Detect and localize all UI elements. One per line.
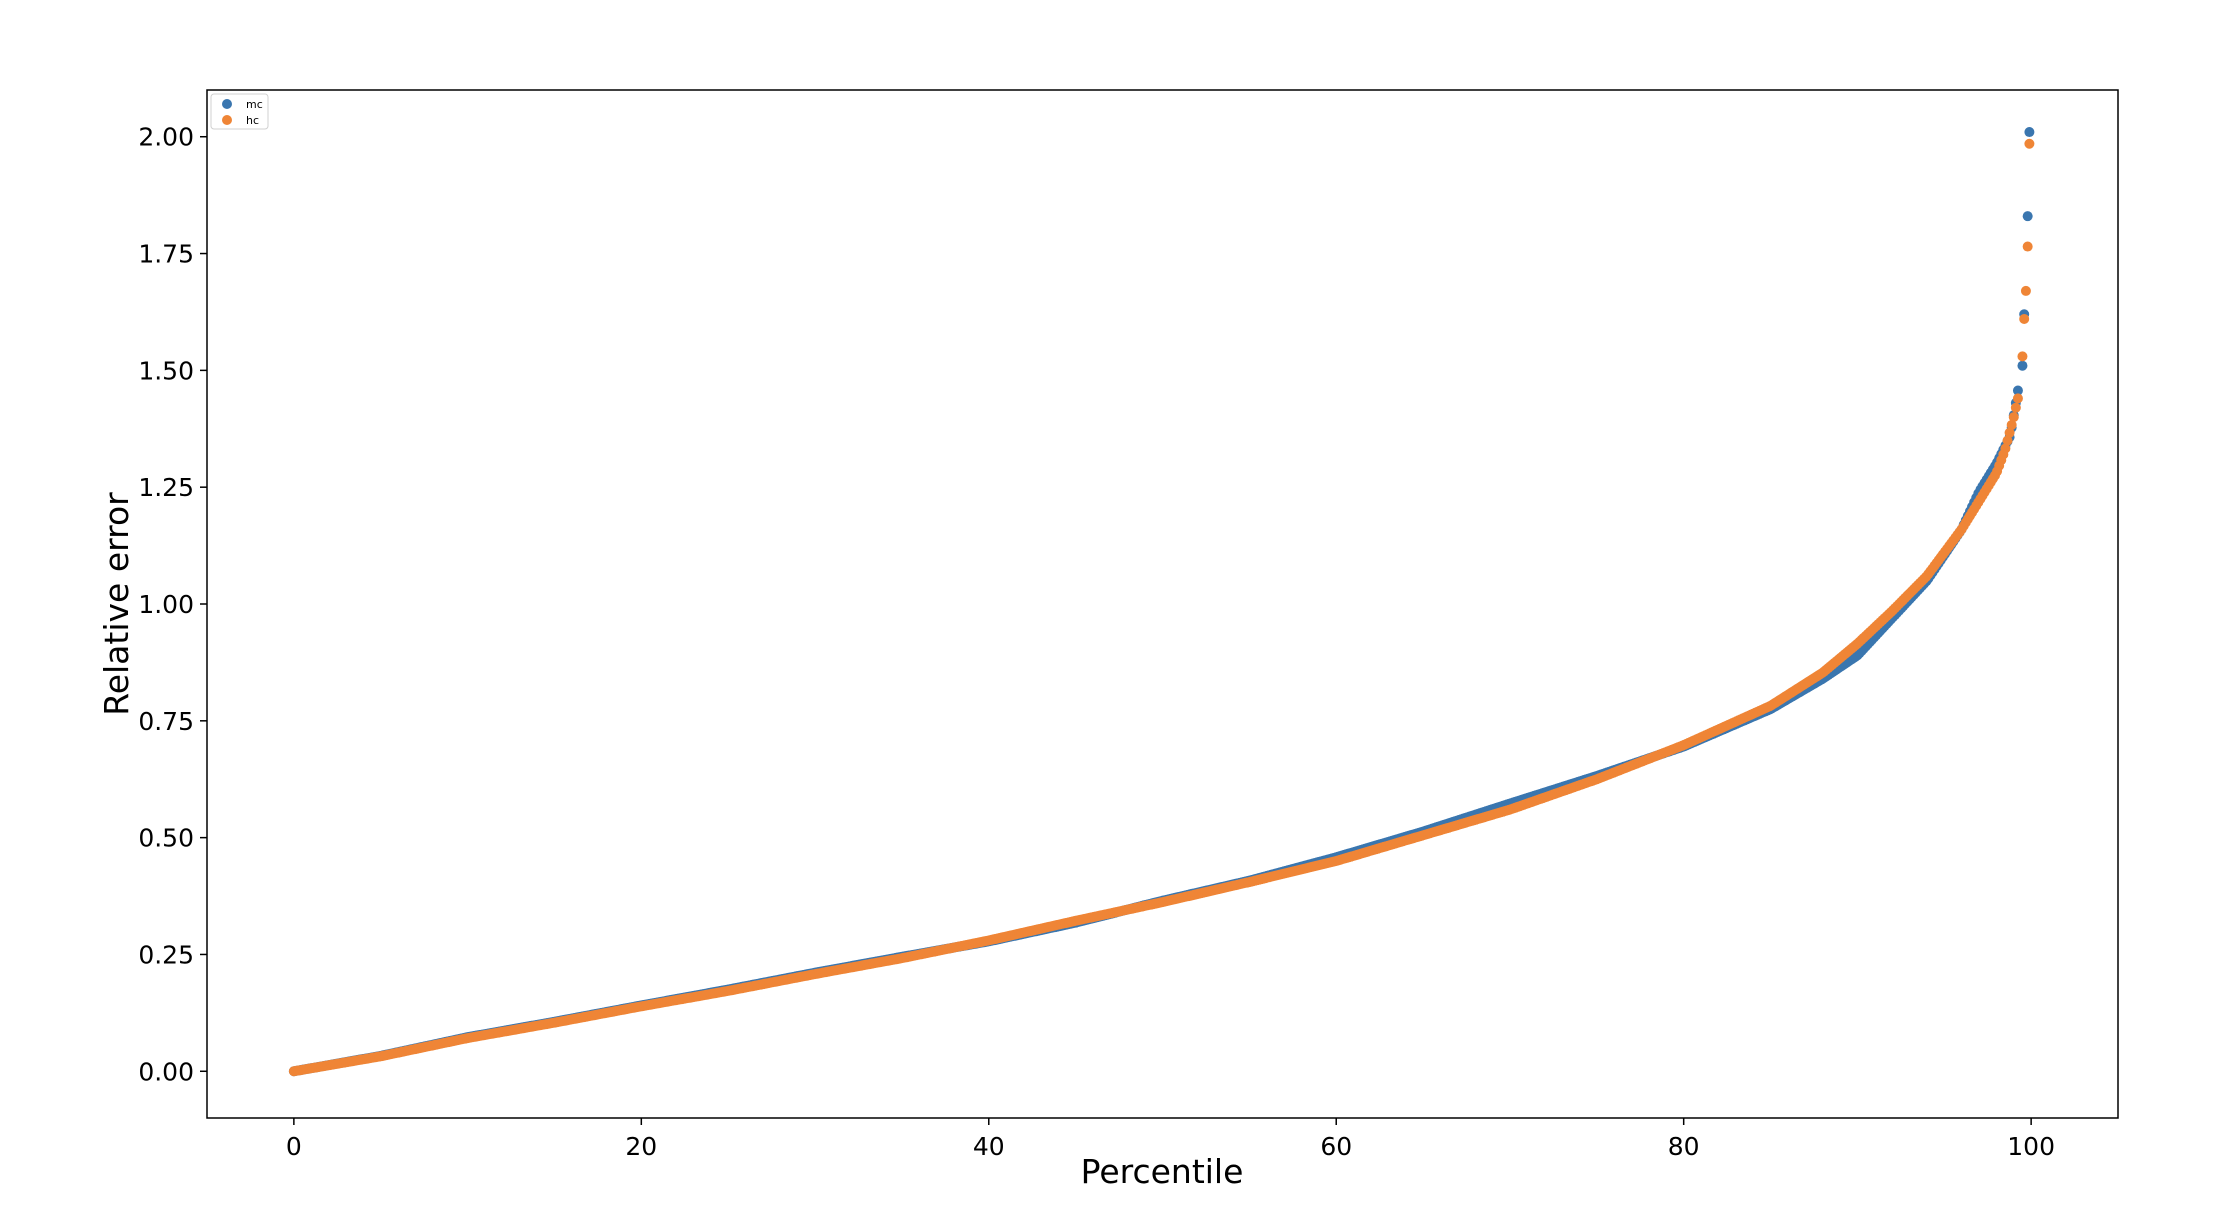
y-tick-label: 1.75 [138, 240, 194, 269]
y-tick-label: 1.50 [138, 356, 194, 385]
x-tick-label: 0 [286, 1132, 302, 1161]
y-tick-label: 2.00 [138, 123, 194, 152]
data-point-hc-outlier [2024, 138, 2035, 149]
y-axis-label: Relative error [97, 492, 136, 716]
y-axis: 0.00 0.25 0.50 0.75 1.00 1.25 1.50 1.75 2.00 [138, 123, 207, 1086]
y-tick-label: 0.00 [138, 1057, 194, 1086]
data-point-hc [2008, 412, 2019, 423]
x-tick-label: 80 [1668, 1132, 1700, 1161]
data-point-mc-outlier [2024, 127, 2035, 138]
series-hc [288, 138, 2035, 1077]
y-tick-label: 0.50 [138, 824, 194, 853]
data-point-mc [2012, 385, 2023, 396]
data-point-hc [2000, 443, 2011, 454]
data-point-hc-outlier [2019, 313, 2030, 324]
x-tick-label: 20 [625, 1132, 657, 1161]
y-tick-label: 1.00 [138, 590, 194, 619]
legend-marker-hc [222, 115, 232, 125]
y-tick-label: 0.75 [138, 707, 194, 736]
legend-label-mc: mc [246, 98, 263, 111]
data-point-hc [2006, 419, 2017, 430]
data-point-hc [2004, 427, 2015, 438]
data-point-hc [2002, 435, 2013, 446]
data-point-hc-outlier [2022, 241, 2033, 252]
data-point-hc [2012, 393, 2023, 404]
legend-marker-mc [222, 99, 232, 109]
data-point-hc-outlier [2017, 351, 2028, 362]
x-tick-label: 40 [973, 1132, 1005, 1161]
data-point-hc-outlier [2020, 285, 2031, 296]
legend: mc hc [210, 93, 269, 130]
data-point-hc [2010, 402, 2021, 413]
x-axis: 0 20 40 60 80 100 [286, 1118, 2055, 1161]
x-tick-label: 60 [1320, 1132, 1352, 1161]
x-axis-label: Percentile [1081, 1152, 1244, 1191]
data-point-mc-outlier [2017, 360, 2028, 371]
x-tick-label: 100 [2007, 1132, 2055, 1161]
y-tick-label: 1.25 [138, 473, 194, 502]
y-tick-label: 0.25 [138, 940, 194, 969]
data-point-mc-outlier [2022, 211, 2033, 222]
legend-label-hc: hc [246, 114, 259, 127]
points-layer [288, 127, 2035, 1077]
